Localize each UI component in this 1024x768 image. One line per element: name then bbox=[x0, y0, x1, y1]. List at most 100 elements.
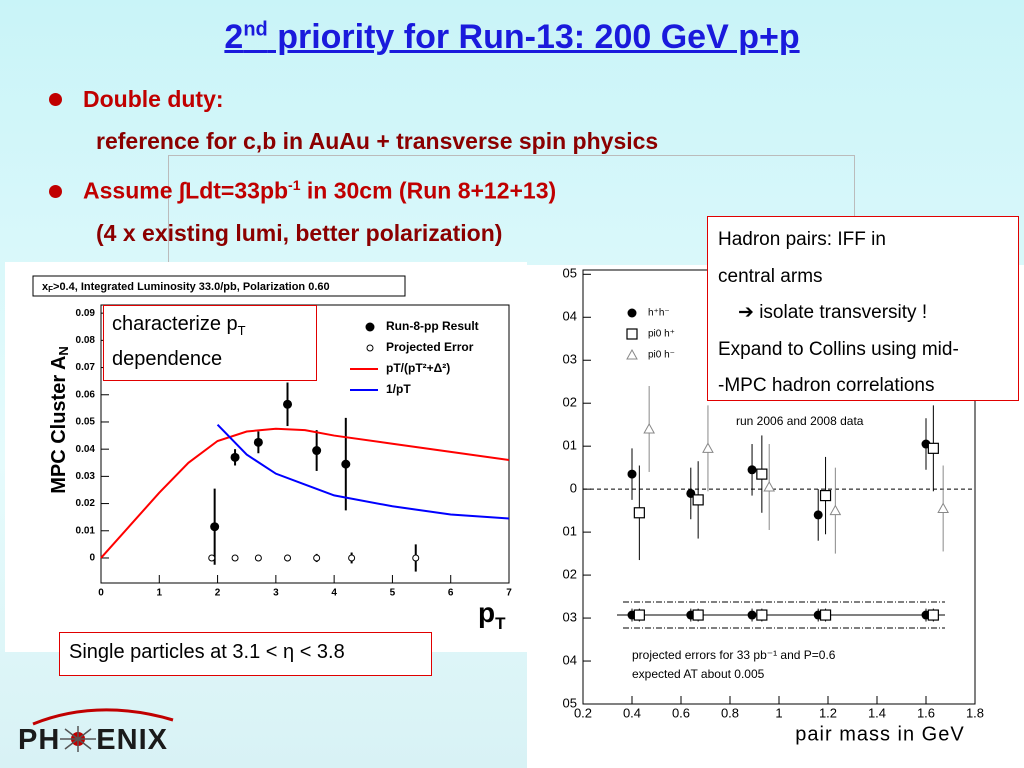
y-tick-label: 03 bbox=[563, 352, 577, 367]
point bbox=[633, 609, 645, 621]
point bbox=[627, 469, 637, 479]
slide-title: 2nd priority for Run-13: 200 GeV p+p bbox=[224, 18, 800, 56]
x-tick-label: 0.2 bbox=[574, 705, 592, 720]
point bbox=[365, 322, 375, 332]
y-tick-label: 03 bbox=[563, 609, 577, 624]
point bbox=[643, 422, 655, 434]
point bbox=[756, 609, 768, 621]
point bbox=[348, 554, 356, 562]
callout-line: central arms bbox=[718, 265, 823, 287]
x-tick-label: 1 bbox=[157, 588, 163, 599]
x-axis-label: pair mass in GeV bbox=[795, 723, 964, 745]
curve bbox=[100, 427, 510, 559]
point bbox=[254, 554, 262, 562]
point bbox=[813, 510, 823, 520]
x-tick-label: 0.4 bbox=[623, 705, 641, 720]
callout-text: isolate transversity ! bbox=[759, 302, 928, 323]
y-tick-label: 01 bbox=[563, 438, 577, 453]
x-tick-label: 1.4 bbox=[868, 705, 886, 720]
y-tick-label: 0.08 bbox=[76, 335, 96, 346]
legend-label: Projected Error bbox=[386, 340, 474, 354]
point bbox=[819, 609, 832, 621]
x-tick-label: 2 bbox=[215, 588, 221, 599]
point bbox=[208, 554, 216, 562]
point bbox=[313, 554, 321, 562]
point bbox=[230, 452, 240, 462]
title-part: >0.4, Integrated Luminosity 33.0/pb, Pol… bbox=[53, 281, 330, 293]
label-sub: T bbox=[495, 614, 506, 633]
point bbox=[253, 437, 263, 447]
x-tick-label: 0 bbox=[98, 588, 104, 599]
point bbox=[819, 489, 832, 502]
point bbox=[341, 459, 351, 469]
point bbox=[366, 344, 374, 352]
callout-line: ➔ isolate transversity ! bbox=[718, 295, 1018, 332]
point bbox=[633, 507, 645, 519]
point bbox=[283, 399, 293, 409]
y-tick-label: 0.05 bbox=[76, 417, 96, 428]
callout: Single particles at 3.1 < η < 3.8 bbox=[59, 632, 432, 676]
bullet-subtext: (4 x existing lumi, better polarization) bbox=[96, 220, 503, 246]
title-part: x bbox=[42, 281, 49, 293]
y-tick-label: 0.01 bbox=[76, 525, 96, 536]
y-tick-label: 0.07 bbox=[76, 362, 96, 373]
legend-label: pT/(pT²+Δ²) bbox=[386, 361, 450, 375]
y-tick-label: 0 bbox=[89, 553, 95, 564]
annotation: expected AT about 0.005 bbox=[632, 667, 765, 681]
callout: characterize pT dependence bbox=[103, 305, 317, 381]
y-tick-label: 0 bbox=[570, 481, 577, 496]
point bbox=[231, 554, 239, 562]
callout-line: Hadron pairs: IFF in bbox=[718, 229, 886, 250]
y-tick-label: 0.06 bbox=[76, 389, 96, 400]
legend-label: pi0 h⁻ bbox=[648, 350, 675, 361]
x-tick-label: 4 bbox=[331, 588, 337, 599]
y-tick-label: 02 bbox=[563, 395, 577, 410]
logo-arc bbox=[32, 708, 174, 726]
annotation: run 2006 and 2008 data bbox=[736, 414, 864, 428]
legend-label: 1/pT bbox=[386, 382, 411, 396]
logo: PH ENIX bbox=[18, 724, 168, 756]
callout: Hadron pairs: IFF in central arms ➔ isol… bbox=[707, 216, 1019, 401]
point bbox=[412, 554, 420, 562]
y-tick-label: 0.02 bbox=[76, 498, 96, 509]
point bbox=[829, 504, 842, 516]
bullet bbox=[49, 93, 62, 106]
x-tick-label: 6 bbox=[448, 588, 454, 599]
legend-label: pi0 h⁺ bbox=[648, 329, 675, 340]
legend-label: Run-8-pp Result bbox=[386, 319, 479, 333]
y-tick-label: 05 bbox=[563, 266, 577, 281]
bullet bbox=[49, 185, 62, 198]
point bbox=[692, 494, 704, 506]
legend-label: h⁺h⁻ bbox=[648, 308, 670, 319]
x-tick-label: 0.8 bbox=[721, 705, 739, 720]
point bbox=[210, 522, 220, 532]
point bbox=[937, 502, 949, 513]
curve bbox=[216, 423, 510, 520]
bullet-text: Double duty: bbox=[83, 86, 224, 112]
x-tick-label: 1.6 bbox=[917, 705, 935, 720]
bullet-text: Assume ∫Ldt=33pb-1 in 30cm (Run 8+12+13) bbox=[83, 177, 557, 204]
x-tick-label: 1.2 bbox=[819, 705, 837, 720]
point bbox=[692, 609, 704, 621]
y-tick-label: 01 bbox=[563, 524, 577, 539]
point bbox=[627, 308, 637, 318]
chart-title: xF>0.4, Integrated Luminosity 33.0/pb, P… bbox=[42, 281, 330, 294]
y-tick-label: 05 bbox=[563, 695, 577, 710]
point bbox=[747, 465, 757, 475]
callout-line: Expand to Collins using mid- bbox=[718, 338, 959, 360]
x-tick-label: 3 bbox=[273, 588, 279, 599]
point bbox=[284, 554, 292, 562]
point bbox=[927, 442, 939, 454]
title-box bbox=[32, 275, 406, 297]
y-tick-label: 04 bbox=[563, 309, 577, 324]
x-tick-label: 1.8 bbox=[966, 705, 984, 720]
x-tick-label: 0.6 bbox=[672, 705, 690, 720]
y-tick-label: 04 bbox=[563, 652, 577, 667]
y-tick-label: 02 bbox=[563, 567, 577, 582]
point bbox=[927, 609, 939, 621]
point bbox=[312, 446, 322, 456]
y-tick-label: 0.03 bbox=[76, 471, 96, 482]
y-axis-label: MPC Cluster AN bbox=[48, 346, 71, 494]
label-sub: N bbox=[56, 346, 71, 355]
